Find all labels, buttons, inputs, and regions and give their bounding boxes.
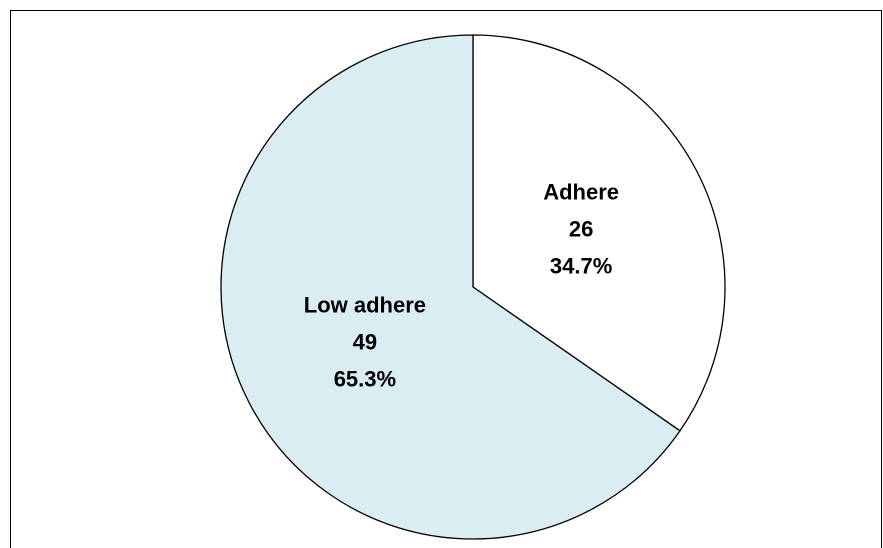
slice-value: 26 — [569, 216, 593, 241]
slice-value: 49 — [353, 329, 377, 354]
chart-frame — [10, 10, 882, 548]
slice-label: Low adhere — [304, 292, 426, 317]
slice-percent: 65.3% — [334, 366, 396, 391]
slice-percent: 34.7% — [550, 253, 612, 278]
pie-slice — [220, 34, 681, 540]
slice-label: Adhere — [543, 179, 619, 204]
pie-slice — [472, 34, 726, 432]
